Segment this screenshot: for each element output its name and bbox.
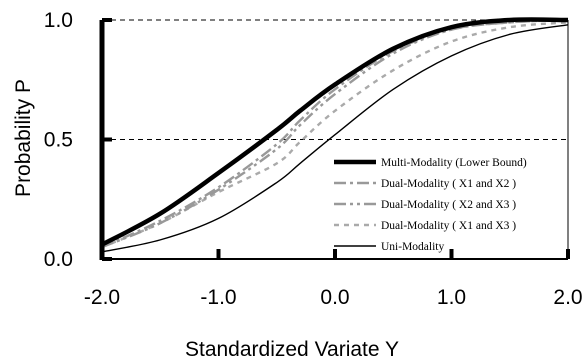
- x-tick-label: -2.0: [84, 286, 120, 309]
- series-lines: [100, 17, 569, 253]
- series-line-1: [101, 18, 569, 249]
- y-axis-title: Probability P: [12, 79, 35, 197]
- legend-label-0: Multi-Modality (Lower Bound): [381, 157, 527, 169]
- y-tick-label: 1.0: [44, 9, 73, 32]
- legend-label-3: Dual-Modality ( X1 and X3 ): [381, 220, 516, 232]
- legend-label-4: Uni-Modality: [381, 241, 444, 253]
- x-tick-label: 2.0: [553, 286, 582, 309]
- legend: Multi-Modality (Lower Bound) Dual-Modalit…: [334, 157, 527, 253]
- x-tick-label: 0.0: [320, 286, 349, 309]
- series-line-2: [101, 18, 569, 249]
- axes: [99, 18, 570, 261]
- x-tick-label: -1.0: [200, 286, 236, 309]
- legend-label-1: Dual-Modality ( X1 and X2 ): [381, 178, 516, 190]
- y-tick-label: 0.0: [44, 248, 73, 271]
- series-line-0: [100, 17, 569, 247]
- x-axis-title: Standardized Variate Y: [185, 338, 399, 360]
- series-line-3: [101, 21, 569, 249]
- series-line-4: [101, 24, 569, 253]
- x-tick-label: 1.0: [437, 286, 466, 309]
- y-tick-label: 0.5: [44, 129, 73, 152]
- tick-labels: -2.0 -1.0 0.0 1.0 2.0 0.0 0.5 1.0: [44, 9, 583, 309]
- legend-label-2: Dual-Modality ( X2 and X3 ): [381, 199, 516, 211]
